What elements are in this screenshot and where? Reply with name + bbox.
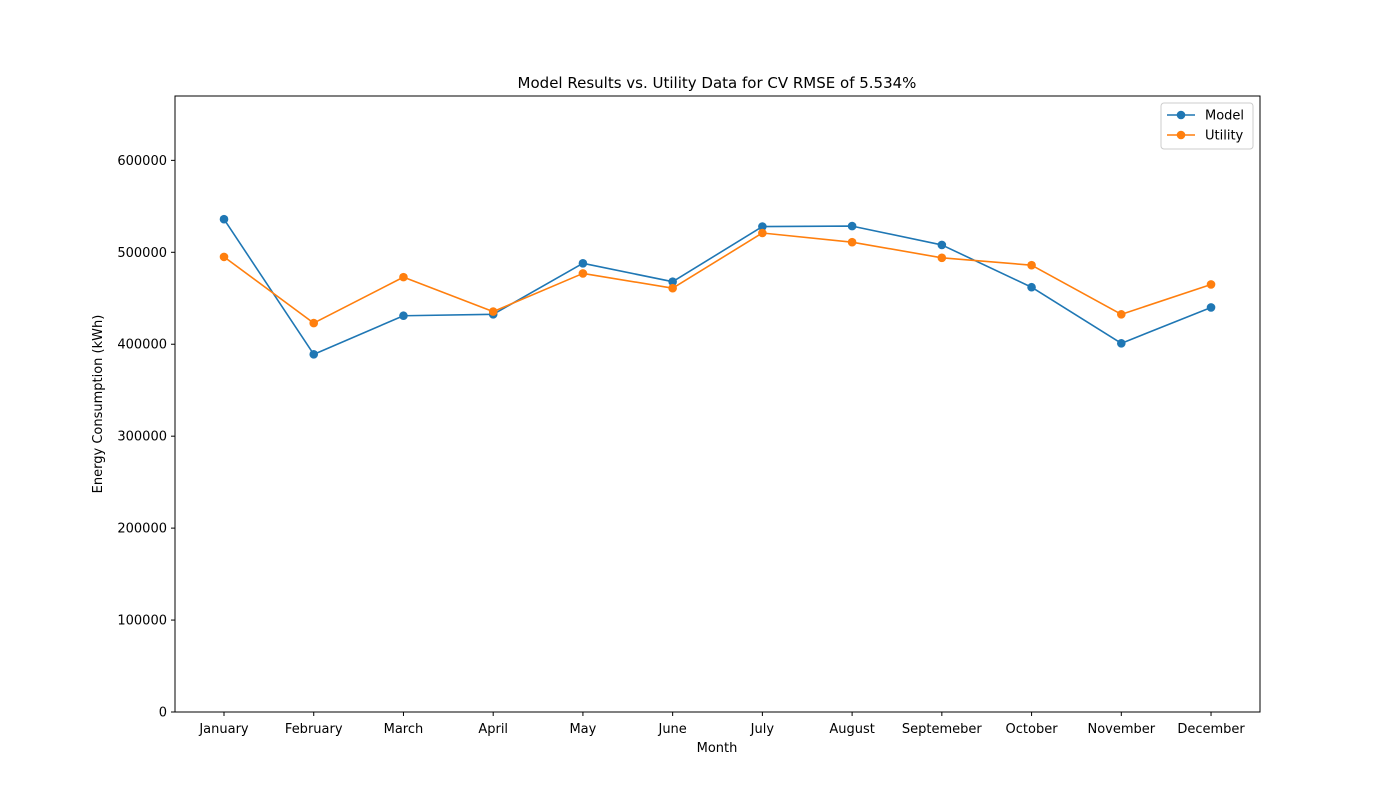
data-point-utility [399, 272, 408, 282]
x-tick-label: February [285, 722, 343, 737]
y-axis: 0 100000 200000 300000 400000 500000 600000 [117, 154, 175, 721]
y-tick-label: 200000 [117, 522, 167, 537]
x-tick-label: January [198, 722, 249, 737]
x-tick-label: November [1087, 722, 1155, 737]
x-axis: January February March April May June July Augu… [198, 712, 1245, 737]
legend-marker-model [1176, 110, 1186, 120]
data-point-model [668, 277, 677, 287]
data-point-utility [1206, 280, 1216, 289]
data-point-utility [309, 318, 319, 328]
x-tick-label: May [569, 722, 596, 737]
chart-title: Model Results vs. Utility Data for CV RM… [518, 74, 917, 92]
x-tick-label: December [1177, 722, 1245, 737]
data-point-utility [937, 253, 947, 263]
legend-label-model: Model [1205, 109, 1244, 124]
data-point-utility [758, 228, 767, 238]
y-axis-label: Energy Consumption (kWh) [91, 315, 106, 494]
y-tick-label: 400000 [117, 338, 167, 353]
data-point-model [758, 222, 767, 231]
data-point-model [399, 311, 408, 321]
data-point-model [847, 221, 857, 231]
series-line-utility [223, 232, 1212, 324]
x-axis-label: Month [697, 741, 738, 756]
legend-label-utility: Utility [1205, 129, 1244, 144]
data-point-utility [847, 237, 857, 247]
legend: Model Utility [1160, 102, 1254, 150]
x-tick-label: April [478, 722, 508, 737]
legend-marker-utility [1176, 130, 1186, 140]
plot-frame [174, 95, 1261, 713]
x-tick-label: August [829, 722, 875, 737]
y-tick-label: 600000 [117, 154, 167, 169]
data-point-model [219, 214, 229, 224]
data-point-utility [1117, 310, 1126, 319]
y-tick-label: 0 [159, 706, 167, 721]
data-point-model [1117, 339, 1126, 348]
y-tick-label: 100000 [117, 614, 167, 629]
data-point-model [1027, 282, 1036, 292]
data-point-utility [668, 283, 677, 293]
data-point-utility [1027, 260, 1036, 270]
y-tick-label: 300000 [117, 430, 167, 445]
x-tick-label: October [1006, 722, 1059, 737]
data-point-model [578, 259, 588, 268]
x-tick-label: March [384, 722, 424, 737]
data-point-model [309, 350, 319, 359]
plot-area [219, 214, 1216, 359]
series-line-model [223, 218, 1212, 356]
x-tick-label: June [657, 722, 686, 737]
data-point-model [937, 240, 947, 250]
x-tick-label: Septemeber [902, 722, 983, 737]
x-tick-label: July [750, 722, 775, 737]
y-tick-label: 500000 [117, 246, 167, 261]
data-point-utility [578, 269, 588, 278]
data-point-utility [488, 307, 498, 316]
data-point-utility [219, 252, 229, 262]
data-point-model [1206, 303, 1216, 312]
